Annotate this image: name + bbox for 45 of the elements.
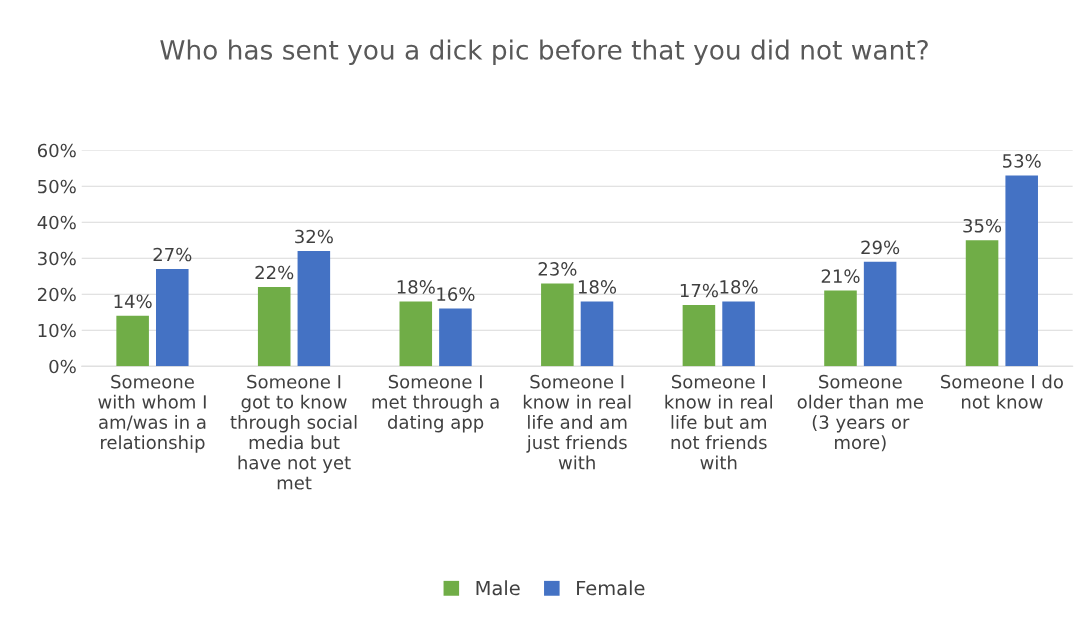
y-tick-label: 10% xyxy=(38,323,76,338)
bar xyxy=(439,308,472,367)
data-label: 23% xyxy=(538,262,577,276)
legend-label: Male xyxy=(476,580,520,596)
x-tick-label: Someone I know in real life and am just friends with xyxy=(523,374,631,470)
data-label: 21% xyxy=(821,269,860,283)
y-tick-label: 50% xyxy=(38,179,76,194)
bar xyxy=(297,251,331,367)
x-tick-label: Someone I got to know through social media but have not yet met xyxy=(230,374,357,490)
x-tick-label: Someone with whom I am/was in a relationship xyxy=(98,374,206,453)
y-tick-label: 0% xyxy=(49,359,76,374)
data-label: 18% xyxy=(578,280,617,294)
bar xyxy=(965,240,999,367)
bar xyxy=(541,283,574,367)
data-label: 14% xyxy=(114,294,152,309)
data-label: 29% xyxy=(861,240,900,255)
y-tick-label: 60% xyxy=(37,143,76,158)
bar xyxy=(722,301,755,367)
y-tick-label: 40% xyxy=(37,215,76,230)
data-label: 18% xyxy=(720,280,758,294)
data-label: 16% xyxy=(437,287,475,301)
x-tick-label: Someone older than me (3 years or more) xyxy=(797,374,923,452)
data-label: 27% xyxy=(153,247,192,262)
bar xyxy=(156,269,189,367)
bar xyxy=(580,301,614,367)
bar xyxy=(863,261,897,367)
bar xyxy=(1005,175,1038,367)
x-tick-label: Someone I know in real life but am not friends with xyxy=(665,374,772,470)
data-label: 17% xyxy=(680,283,718,298)
x-tick-label: Someone I met through a dating app xyxy=(372,374,499,433)
bar xyxy=(824,290,857,367)
data-label: 35% xyxy=(963,218,1002,233)
chart-title: Who has sent you a dick pic before that you did not want? xyxy=(160,39,928,65)
y-tick-label: 30% xyxy=(38,251,76,266)
x-tick-label: Someone I do not know xyxy=(941,374,1063,409)
bar xyxy=(116,315,149,367)
bar xyxy=(257,287,291,367)
data-label: 18% xyxy=(397,280,435,294)
bar xyxy=(399,301,433,367)
data-label: 53% xyxy=(1003,154,1041,168)
data-label: 22% xyxy=(255,265,294,280)
bar xyxy=(682,305,716,367)
y-tick-label: 20% xyxy=(38,287,76,302)
data-label: 32% xyxy=(295,229,333,244)
legend-label: Female xyxy=(577,580,645,596)
